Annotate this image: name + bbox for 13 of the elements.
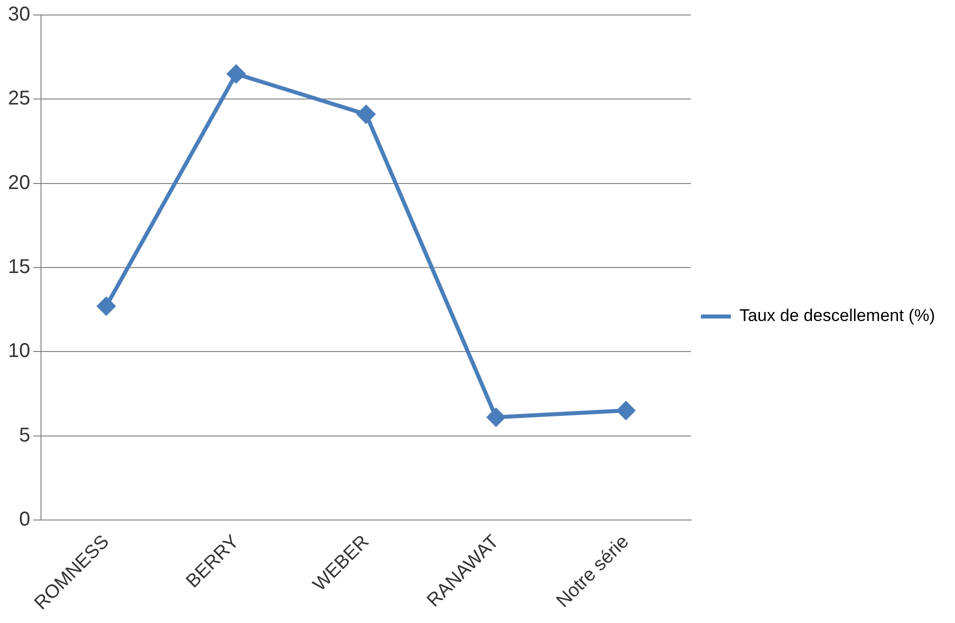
point <box>616 402 635 420</box>
y-tick-label: 10 <box>8 340 30 362</box>
point <box>487 408 506 426</box>
legend-label: Taux de descellement (%) <box>739 306 935 326</box>
y-tick-label: 5 <box>19 424 30 446</box>
point <box>357 105 376 124</box>
point <box>97 297 116 316</box>
y-tick-label: 30 <box>8 4 30 26</box>
y-tick-label: 25 <box>8 88 30 110</box>
y-tick-label: 20 <box>8 172 30 194</box>
point <box>227 64 246 83</box>
y-tick-label: 15 <box>8 256 30 278</box>
y-tick-label: 0 <box>19 508 30 530</box>
